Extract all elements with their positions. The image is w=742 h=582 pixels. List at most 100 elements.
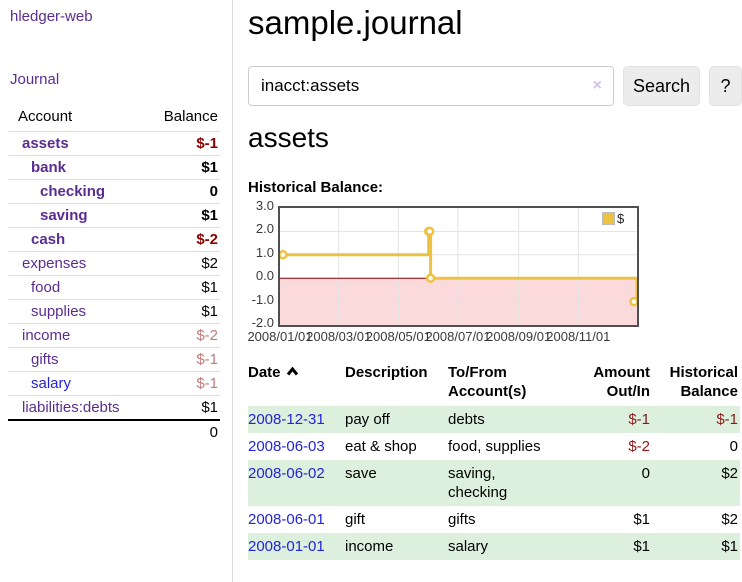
transaction-amount: $1 <box>633 538 650 555</box>
account-balance: $1 <box>141 275 220 300</box>
historical-header-line2: Balance <box>680 383 738 400</box>
search-bar: × Search ? <box>248 66 742 106</box>
data-point-marker[interactable] <box>424 226 435 237</box>
account-link-food[interactable]: food <box>31 279 61 296</box>
account-link-income[interactable]: income <box>22 327 71 344</box>
transaction-date-link[interactable]: 2008-01-01 <box>248 538 325 555</box>
clear-search-icon[interactable]: × <box>592 77 602 94</box>
account-link-assets[interactable]: assets <box>22 135 69 152</box>
account-link-checking[interactable]: checking <box>40 183 106 200</box>
tofrom-column-header: To/From Account(s) <box>448 358 576 406</box>
data-point-marker[interactable] <box>629 296 638 307</box>
data-point-marker[interactable] <box>280 250 288 260</box>
account-row-saving: saving $1 <box>8 203 220 228</box>
transaction-accounts: salary <box>448 538 489 555</box>
y-axis-tick-label: -2.0 <box>251 315 274 330</box>
description-column-header: Description <box>345 364 428 381</box>
y-axis-tick-label: 0.0 <box>255 268 274 284</box>
brand-link[interactable]: hledger-web <box>10 8 93 25</box>
account-row-bank: bank $1 <box>8 155 220 180</box>
account-balance: $-1 <box>141 371 220 396</box>
amount-header-line2: Out/In <box>606 383 650 400</box>
transaction-description: eat & shop <box>345 438 417 455</box>
transaction-balance: $-1 <box>716 411 738 428</box>
date-column-header[interactable]: Date <box>248 358 345 406</box>
x-axis-tick-label: 2008/01/01 <box>247 329 313 344</box>
register-table: Date Description To/From Account(s) Amou… <box>248 358 740 560</box>
transaction-description: pay off <box>345 411 390 428</box>
transaction-date-link[interactable]: 2008-06-03 <box>248 438 325 455</box>
account-link-bank[interactable]: bank <box>31 159 67 176</box>
legend-swatch <box>602 212 615 225</box>
transaction-description: income <box>345 538 394 555</box>
data-point-marker[interactable] <box>425 273 436 283</box>
register-row: 2008-06-03 eat & shop food, supplies $-2… <box>248 433 740 460</box>
account-link-supplies[interactable]: supplies <box>31 303 87 320</box>
account-total-balance: 0 <box>141 419 220 444</box>
account-link-liabilities-debts[interactable]: liabilities:debts <box>22 399 120 416</box>
account-total-row: 0 <box>8 419 220 444</box>
account-link-saving[interactable]: saving <box>40 207 88 224</box>
account-balance: $-1 <box>141 347 220 372</box>
account-link-expenses[interactable]: expenses <box>22 255 87 272</box>
y-axis-tick-label: 3.0 <box>255 198 274 213</box>
amount-header-line1: Amount <box>593 364 650 381</box>
account-row-income: income $-2 <box>8 323 220 348</box>
transaction-date-link[interactable]: 2008-12-31 <box>248 411 325 428</box>
register-row: 2008-12-31 pay off debts $-1 $-1 <box>248 406 740 433</box>
account-balance: $-2 <box>141 323 220 348</box>
account-balance-table: Account Balance assets $-1 bank $1 check… <box>8 106 220 444</box>
account-row-supplies: supplies $1 <box>8 299 220 324</box>
page-title: sample.journal <box>248 4 463 41</box>
tofrom-header-line2: Account(s) <box>448 383 527 400</box>
sort-ascending-icon <box>286 366 298 376</box>
transaction-date-link[interactable]: 2008-06-02 <box>248 465 325 482</box>
transaction-amount: $-2 <box>628 438 650 455</box>
sidebar-item-journal[interactable]: Journal <box>10 71 60 88</box>
search-input-wrap: × <box>248 66 614 106</box>
account-link-cash[interactable]: cash <box>31 231 66 248</box>
account-link-salary[interactable]: salary <box>31 375 72 392</box>
historical-column-header: Historical Balance <box>652 358 740 406</box>
account-row-expenses: expenses $2 <box>8 251 220 276</box>
transaction-date-link[interactable]: 2008-06-01 <box>248 511 325 528</box>
sidebar: hledger-web Journal Account Balance asse… <box>0 0 233 582</box>
account-balance: $2 <box>141 251 220 276</box>
account-balance: $-1 <box>141 131 220 156</box>
register-row: 2008-06-02 save saving, checking 0 $2 <box>248 460 740 506</box>
transaction-accounts: food, supplies <box>448 438 541 455</box>
search-button[interactable]: Search <box>623 66 700 106</box>
chart-plot-svg <box>280 208 637 325</box>
account-table-header: Account Balance <box>8 106 220 132</box>
x-axis-tick-label: 2008/03/01 <box>306 329 372 344</box>
amount-column-header: Amount Out/In <box>576 358 652 406</box>
account-balance: $1 <box>141 203 220 228</box>
date-header-label: Date <box>248 364 281 381</box>
transaction-amount: $-1 <box>628 411 650 428</box>
legend-label: $ <box>617 211 625 226</box>
account-row-food: food $1 <box>8 275 220 300</box>
tofrom-header-line1: To/From <box>448 364 507 381</box>
transaction-balance: 0 <box>729 438 738 455</box>
x-axis-tick-label: 2008/11/01 <box>546 329 611 344</box>
account-link-gifts[interactable]: gifts <box>31 351 59 368</box>
account-row-assets: assets $-1 <box>8 131 220 156</box>
account-row-salary: salary $-1 <box>8 371 220 396</box>
account-heading: assets <box>248 122 329 153</box>
account-row-cash: cash $-2 <box>8 227 220 252</box>
transaction-accounts: debts <box>448 411 485 428</box>
historical-header-line1: Historical <box>669 364 738 381</box>
account-balance: $1 <box>141 299 220 324</box>
transaction-description: save <box>345 465 377 482</box>
transaction-balance: $2 <box>721 511 738 528</box>
transaction-accounts: gifts <box>448 511 476 528</box>
chart-plot[interactable] <box>278 206 639 327</box>
register-row: 2008-06-01 gift gifts $1 $2 <box>248 506 740 533</box>
search-input[interactable] <box>248 66 614 106</box>
register-row: 2008-01-01 income salary $1 $1 <box>248 533 740 560</box>
chart-title: Historical Balance: <box>248 179 384 196</box>
account-row-checking: checking 0 <box>8 179 220 204</box>
account-balance: $1 <box>141 155 220 180</box>
help-button[interactable]: ? <box>709 66 742 106</box>
y-axis-tick-label: 1.0 <box>255 244 274 260</box>
